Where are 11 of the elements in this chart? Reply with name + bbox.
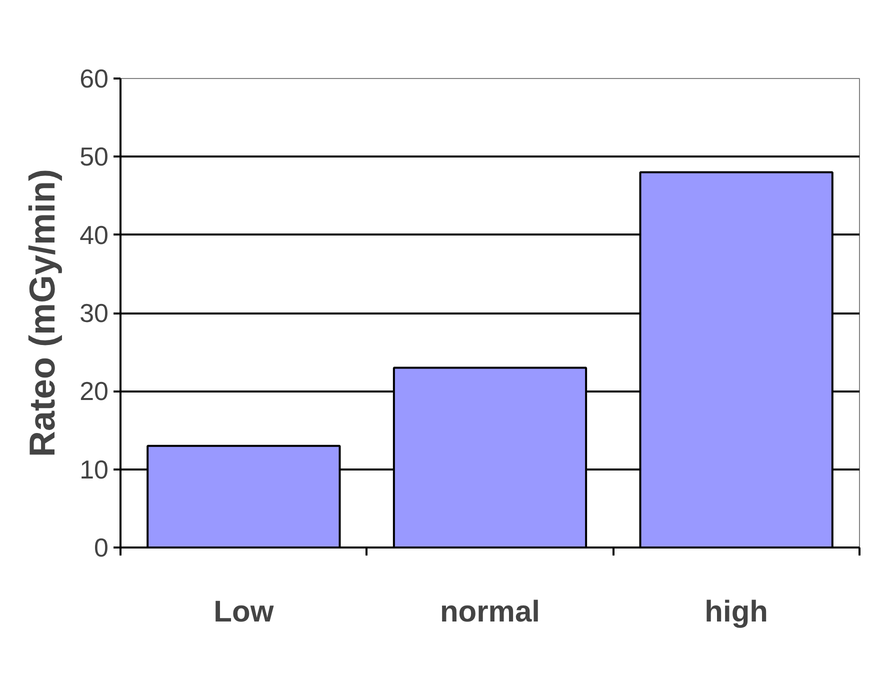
y-tick-label: 10 bbox=[80, 454, 108, 484]
y-tick-label: 60 bbox=[80, 64, 108, 94]
y-tick-label: 30 bbox=[80, 298, 108, 328]
x-tick-label: high bbox=[704, 596, 768, 628]
x-tick-label: normal bbox=[440, 596, 540, 628]
y-axis-title: Rateo (mGy/min) bbox=[22, 168, 63, 458]
y-tick-label: 20 bbox=[80, 376, 108, 406]
y-tick-label: 40 bbox=[80, 220, 108, 250]
y-tick-label: 50 bbox=[80, 142, 108, 172]
y-tick-label: 0 bbox=[94, 532, 109, 562]
x-tick-label: Low bbox=[214, 596, 274, 628]
